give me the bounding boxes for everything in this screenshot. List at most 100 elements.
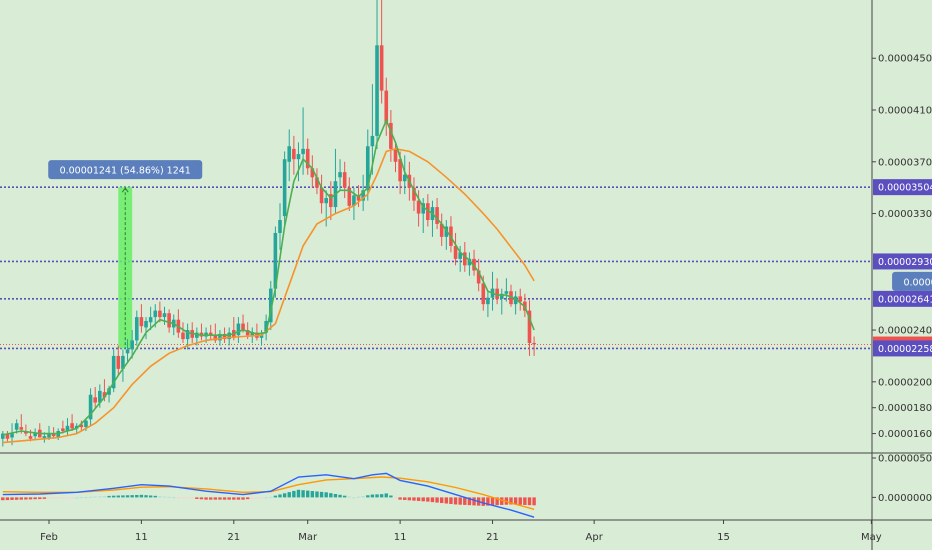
candle-body[interactable] xyxy=(287,146,292,162)
candle-body[interactable] xyxy=(527,310,532,343)
candle-body[interactable] xyxy=(393,148,398,162)
candle-body[interactable] xyxy=(102,392,107,398)
candle-body[interactable] xyxy=(416,200,421,214)
candle-body[interactable] xyxy=(74,425,79,429)
candle-body[interactable] xyxy=(292,148,296,160)
candle-body[interactable] xyxy=(356,195,361,201)
candle-body[interactable] xyxy=(486,297,490,305)
candle-body[interactable] xyxy=(467,258,472,266)
candle-body[interactable] xyxy=(144,320,148,328)
candle-body[interactable] xyxy=(268,288,273,323)
candle-body[interactable] xyxy=(98,390,102,403)
candle-body[interactable] xyxy=(139,317,144,327)
candle-body[interactable] xyxy=(435,207,439,224)
candle-body[interactable] xyxy=(222,333,227,340)
candle-body[interactable] xyxy=(236,323,241,336)
candle-body[interactable] xyxy=(195,332,199,338)
candle-body[interactable] xyxy=(389,122,393,149)
candle-body[interactable] xyxy=(305,148,310,169)
candle-body[interactable] xyxy=(181,332,185,340)
candle-body[interactable] xyxy=(245,330,250,336)
candle-body[interactable] xyxy=(342,172,347,188)
time-axis[interactable]: Feb1121Mar1121Apr15May13Jun17 xyxy=(40,520,932,543)
candle-body[interactable] xyxy=(88,394,93,420)
candle-body[interactable] xyxy=(79,424,84,428)
candle-body[interactable] xyxy=(458,252,462,259)
candle-body[interactable] xyxy=(5,433,10,439)
candle-body[interactable] xyxy=(162,313,167,318)
candle-body[interactable] xyxy=(439,223,444,237)
candle-body[interactable] xyxy=(10,433,14,438)
candle-body[interactable] xyxy=(398,159,402,182)
candle-body[interactable] xyxy=(134,317,139,341)
candle-body[interactable] xyxy=(338,172,342,178)
candle-body[interactable] xyxy=(93,397,97,403)
candle-body[interactable] xyxy=(513,296,518,305)
candle-body[interactable] xyxy=(375,45,379,136)
candle-body[interactable] xyxy=(65,425,70,431)
candle-body[interactable] xyxy=(273,232,278,289)
candle-body[interactable] xyxy=(107,388,111,395)
candle-body[interactable] xyxy=(250,332,255,336)
candle-body[interactable] xyxy=(370,135,375,147)
candle-body[interactable] xyxy=(259,335,264,338)
candle-body[interactable] xyxy=(476,270,481,284)
candle-body[interactable] xyxy=(499,293,504,299)
candle-body[interactable] xyxy=(167,313,171,328)
candle-body[interactable] xyxy=(33,433,37,437)
candle-body[interactable] xyxy=(0,433,5,439)
candle-body[interactable] xyxy=(426,203,430,221)
candle-body[interactable] xyxy=(319,187,324,204)
candle-body[interactable] xyxy=(158,310,162,318)
candle-body[interactable] xyxy=(70,423,74,429)
candle-body[interactable] xyxy=(495,288,499,299)
candle-body[interactable] xyxy=(264,320,268,333)
candle-body[interactable] xyxy=(14,423,19,430)
candle-body[interactable] xyxy=(84,420,88,428)
candle-body[interactable] xyxy=(472,258,476,271)
candle-body[interactable] xyxy=(116,355,121,369)
candle-body[interactable] xyxy=(453,245,458,259)
candle-body[interactable] xyxy=(28,436,33,439)
measure-tools[interactable]: 0.00001241 (54.86%) 1241 0.00000391 (17.3… xyxy=(48,160,932,349)
candle-body[interactable] xyxy=(347,187,352,206)
candle-body[interactable] xyxy=(329,194,333,208)
candle-body[interactable] xyxy=(481,283,486,305)
candle-body[interactable] xyxy=(518,296,523,302)
candle-body[interactable] xyxy=(42,436,47,439)
candle-body[interactable] xyxy=(61,428,65,431)
macd-pane[interactable] xyxy=(1,472,536,518)
candle-body[interactable] xyxy=(130,340,134,350)
candle-body[interactable] xyxy=(352,195,356,206)
level-lines[interactable] xyxy=(0,186,872,350)
candle-body[interactable] xyxy=(111,355,116,389)
candle-body[interactable] xyxy=(121,355,125,369)
candle-body[interactable] xyxy=(310,168,315,178)
candle-body[interactable] xyxy=(208,332,213,336)
candle-body[interactable] xyxy=(218,333,222,341)
candle-body[interactable] xyxy=(361,190,365,201)
candle-body[interactable] xyxy=(379,45,384,91)
candle-body[interactable] xyxy=(504,291,509,294)
candle-body[interactable] xyxy=(463,252,467,266)
candle-body[interactable] xyxy=(301,148,305,155)
candle-body[interactable] xyxy=(278,220,282,233)
candle-body[interactable] xyxy=(282,159,287,217)
candle-body[interactable] xyxy=(153,310,158,318)
candle-body[interactable] xyxy=(148,317,153,323)
candle-body[interactable] xyxy=(19,427,24,430)
candle-body[interactable] xyxy=(324,198,328,204)
candle-body[interactable] xyxy=(125,349,130,354)
candle-body[interactable] xyxy=(412,187,416,201)
candle-body[interactable] xyxy=(296,154,301,160)
candle-body[interactable] xyxy=(532,342,536,345)
candle-body[interactable] xyxy=(384,90,389,123)
candle-body[interactable] xyxy=(185,330,190,340)
candle-body[interactable] xyxy=(241,323,245,331)
candle-body[interactable] xyxy=(421,203,426,214)
candle-body[interactable] xyxy=(47,433,51,438)
candle-body[interactable] xyxy=(315,177,319,188)
candle-body[interactable] xyxy=(365,146,370,191)
